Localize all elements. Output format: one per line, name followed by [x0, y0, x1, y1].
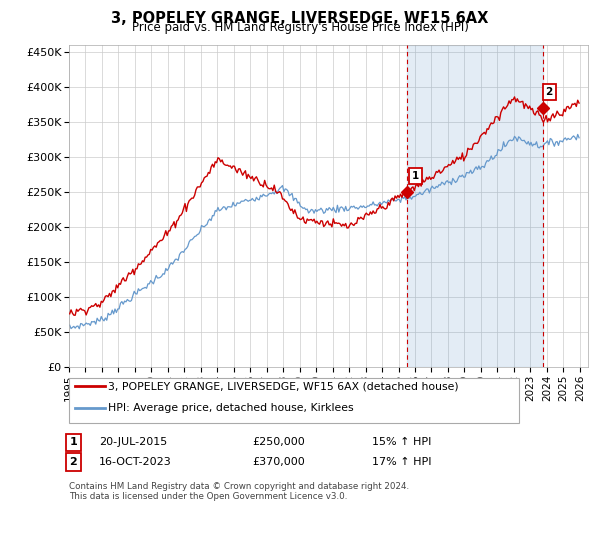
Bar [407, 45, 544, 367]
Text: 3, POPELEY GRANGE, LIVERSEDGE, WF15 6AX (detached house): 3, POPELEY GRANGE, LIVERSEDGE, WF15 6AX … [108, 381, 458, 391]
Text: 20-JUL-2015: 20-JUL-2015 [99, 437, 167, 447]
Text: Price paid vs. HM Land Registry's House Price Index (HPI): Price paid vs. HM Land Registry's House … [131, 21, 469, 34]
Text: 2: 2 [70, 457, 77, 467]
Text: £370,000: £370,000 [252, 457, 305, 467]
Text: HPI: Average price, detached house, Kirklees: HPI: Average price, detached house, Kirk… [108, 403, 353, 413]
Text: 1: 1 [412, 171, 419, 181]
Text: 1: 1 [70, 437, 77, 447]
Text: 3, POPELEY GRANGE, LIVERSEDGE, WF15 6AX: 3, POPELEY GRANGE, LIVERSEDGE, WF15 6AX [112, 11, 488, 26]
Text: 2: 2 [545, 87, 553, 97]
Text: £250,000: £250,000 [252, 437, 305, 447]
Text: 16-OCT-2023: 16-OCT-2023 [99, 457, 172, 467]
Text: Contains HM Land Registry data © Crown copyright and database right 2024.
This d: Contains HM Land Registry data © Crown c… [69, 482, 409, 501]
Text: 15% ↑ HPI: 15% ↑ HPI [372, 437, 431, 447]
Text: 17% ↑ HPI: 17% ↑ HPI [372, 457, 431, 467]
